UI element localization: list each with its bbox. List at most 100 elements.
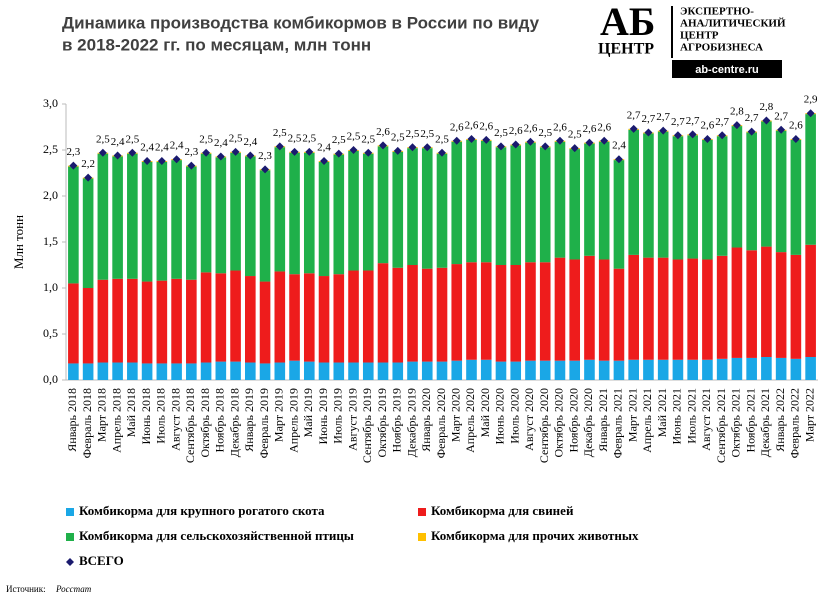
bar-segment bbox=[289, 152, 300, 275]
x-tick-label: Февраль 2018 bbox=[80, 388, 94, 458]
bar-segment bbox=[761, 246, 772, 357]
total-marker bbox=[526, 137, 535, 146]
bar-segment bbox=[392, 362, 404, 380]
total-label: 2,6 bbox=[597, 121, 611, 133]
x-tick-label: Июнь 2021 bbox=[670, 388, 684, 445]
bar-segment bbox=[112, 278, 123, 363]
x-tick-label: Март 2019 bbox=[272, 388, 286, 442]
bar-segment bbox=[230, 270, 241, 362]
bar-segment bbox=[127, 278, 138, 363]
total-label: 2,6 bbox=[509, 125, 523, 137]
bar-segment bbox=[613, 360, 625, 380]
bar-segment bbox=[377, 146, 389, 264]
total-marker bbox=[113, 151, 122, 160]
bar-segment bbox=[141, 281, 153, 364]
legend-label: Комбикорма для сельскохозяйственной птиц… bbox=[79, 528, 354, 543]
x-tick-label: Февраль 2021 bbox=[611, 388, 625, 458]
total-label: 2,9 bbox=[804, 94, 818, 106]
bar-segment bbox=[200, 272, 212, 363]
total-marker bbox=[570, 144, 579, 153]
total-label: 2,5 bbox=[361, 133, 375, 145]
bar-segment bbox=[657, 131, 669, 258]
x-tick-label: Январь 2021 bbox=[596, 388, 610, 452]
bar-segment bbox=[525, 142, 536, 263]
chart-title: Динамика производства комбикормов в Росс… bbox=[62, 13, 540, 32]
bar-segment bbox=[672, 359, 684, 380]
bar-segment bbox=[421, 361, 433, 380]
total-label: 2,5 bbox=[288, 132, 302, 144]
x-tick-label: Февраль 2020 bbox=[434, 388, 448, 458]
x-tick-label: Сентябрь 2021 bbox=[714, 388, 728, 463]
bar-segment bbox=[392, 267, 404, 363]
chart-subtitle: в 2018-2022 гг. по месяцам, млн тонн bbox=[62, 35, 371, 54]
total-marker bbox=[290, 147, 299, 156]
logo-line: АНАЛИТИЧЕСКИЙ bbox=[680, 18, 786, 30]
bar-segment bbox=[569, 149, 581, 260]
total-label: 2,4 bbox=[155, 142, 169, 154]
total-label: 2,4 bbox=[612, 140, 626, 152]
bar-segment bbox=[377, 263, 389, 363]
legend-label: Комбикорма для свиней bbox=[431, 503, 574, 518]
logo-url-bg bbox=[672, 60, 782, 78]
total-marker bbox=[379, 141, 388, 150]
legend-swatch bbox=[66, 508, 74, 516]
total-marker bbox=[275, 142, 284, 151]
total-marker bbox=[261, 165, 270, 174]
total-label: 2,7 bbox=[656, 111, 670, 123]
bar-segment bbox=[186, 166, 197, 280]
x-tick-label: Август 2021 bbox=[699, 388, 713, 451]
x-tick-label: Январь 2020 bbox=[419, 388, 433, 452]
bar-segment bbox=[495, 147, 507, 265]
bar-segment bbox=[215, 157, 227, 274]
total-marker bbox=[246, 151, 255, 160]
total-label: 2,6 bbox=[450, 121, 464, 133]
total-label: 2,5 bbox=[538, 127, 552, 139]
total-label: 2,4 bbox=[317, 142, 331, 154]
bar-segment bbox=[702, 259, 713, 360]
bar-segment bbox=[171, 278, 182, 364]
bar-segment bbox=[259, 281, 271, 364]
x-tick-label: Октябрь 2020 bbox=[552, 388, 566, 458]
total-marker bbox=[703, 134, 712, 143]
bar-segment bbox=[68, 283, 79, 364]
total-marker bbox=[187, 161, 196, 170]
bar-segment bbox=[702, 139, 713, 260]
logo-line: ЦЕНТР bbox=[680, 30, 719, 42]
y-tick-label: 0,5 bbox=[43, 326, 58, 340]
legend-label: ВСЕГО bbox=[79, 553, 124, 568]
total-label: 2,6 bbox=[465, 119, 479, 131]
total-marker bbox=[777, 125, 786, 134]
x-tick-label: Ноябрь 2021 bbox=[743, 388, 757, 453]
bar-segment bbox=[348, 150, 359, 271]
x-tick-label: Май 2020 bbox=[478, 388, 492, 437]
total-label: 2,5 bbox=[199, 133, 213, 145]
x-tick-label: Декабрь 2018 bbox=[227, 388, 241, 457]
bar-segment bbox=[274, 271, 286, 363]
y-tick-label: 3,0 bbox=[43, 96, 58, 110]
bar-segment bbox=[746, 250, 757, 358]
bar-segment bbox=[303, 273, 315, 362]
total-marker bbox=[172, 155, 181, 164]
bar-segment bbox=[362, 362, 374, 380]
bar-segment bbox=[97, 153, 109, 280]
total-label: 2,7 bbox=[774, 110, 788, 122]
bar-segment bbox=[289, 360, 300, 380]
bar-segment bbox=[761, 357, 772, 380]
total-marker bbox=[673, 131, 682, 140]
bar-segment bbox=[171, 363, 182, 380]
bar-segment bbox=[127, 362, 138, 380]
total-marker bbox=[320, 157, 329, 166]
bar-segment bbox=[451, 360, 463, 380]
logo-line: ЭКСПЕРТНО- bbox=[680, 6, 754, 18]
bar-segment bbox=[628, 254, 639, 360]
x-tick-label: Март 2018 bbox=[95, 388, 109, 442]
total-marker bbox=[349, 146, 358, 154]
total-label: 2,6 bbox=[583, 123, 597, 135]
x-tick-label: Сентябрь 2018 bbox=[183, 388, 197, 463]
total-label: 2,6 bbox=[553, 121, 567, 133]
bar-segment bbox=[569, 259, 581, 361]
total-marker bbox=[231, 147, 240, 156]
bar-segment bbox=[82, 288, 94, 364]
bar-segment bbox=[245, 156, 256, 277]
bar-segment bbox=[318, 161, 330, 277]
